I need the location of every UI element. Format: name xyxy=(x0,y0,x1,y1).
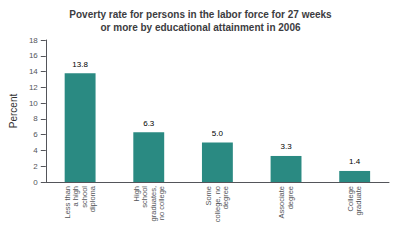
svg-text:1.4: 1.4 xyxy=(349,157,361,166)
svg-text:6: 6 xyxy=(33,130,38,139)
svg-text:graduates,: graduates, xyxy=(148,186,158,222)
svg-text:Poverty rate for persons in th: Poverty rate for persons in the labor fo… xyxy=(69,9,332,20)
svg-text:degree: degree xyxy=(221,186,230,209)
svg-text:16: 16 xyxy=(29,51,38,60)
svg-text:school: school xyxy=(79,186,89,208)
svg-text:College: College xyxy=(345,186,355,212)
svg-text:degree: degree xyxy=(286,186,295,209)
svg-text:18: 18 xyxy=(29,36,38,45)
svg-text:4: 4 xyxy=(33,146,38,155)
svg-text:Percent: Percent xyxy=(8,94,19,129)
svg-text:5.0: 5.0 xyxy=(212,129,224,138)
svg-text:14: 14 xyxy=(29,67,38,76)
svg-text:6.3: 6.3 xyxy=(143,119,155,128)
svg-text:8: 8 xyxy=(33,114,38,123)
svg-text:or more by educational attainm: or more by educational attainment in 200… xyxy=(100,22,300,33)
svg-text:3.3: 3.3 xyxy=(280,142,292,151)
svg-text:Some: Some xyxy=(204,186,214,206)
svg-text:college, no: college, no xyxy=(212,186,222,223)
svg-text:a high: a high xyxy=(71,186,81,207)
svg-text:0: 0 xyxy=(33,178,38,187)
svg-text:school: school xyxy=(140,186,149,208)
svg-text:no college: no college xyxy=(157,186,166,220)
svg-text:Associate: Associate xyxy=(277,186,287,219)
svg-text:diploma: diploma xyxy=(88,185,97,212)
svg-text:High: High xyxy=(131,186,141,202)
svg-text:10: 10 xyxy=(29,99,38,108)
svg-text:Less than: Less than xyxy=(62,186,72,219)
svg-text:2: 2 xyxy=(33,162,38,171)
svg-text:13.8: 13.8 xyxy=(72,60,88,69)
svg-text:graduate: graduate xyxy=(354,186,363,216)
svg-text:12: 12 xyxy=(29,83,38,92)
